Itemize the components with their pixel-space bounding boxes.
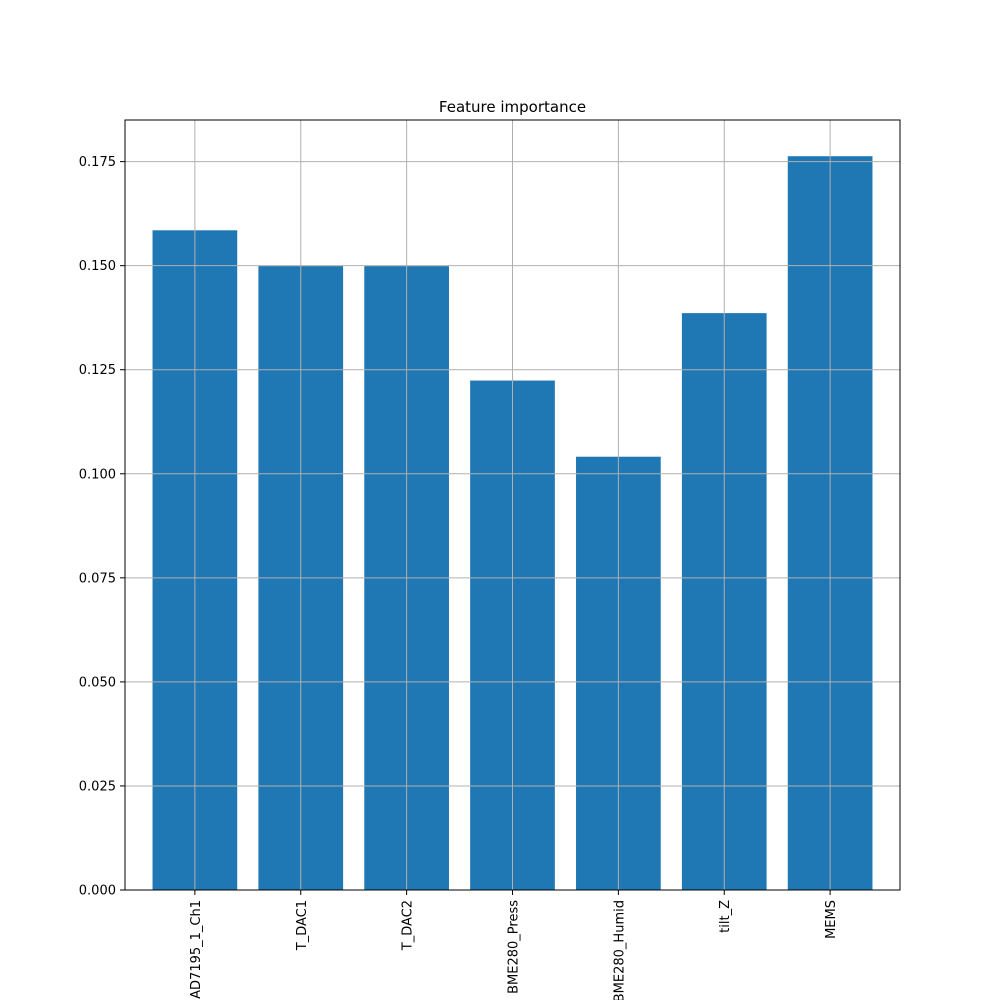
y-tick-label: 0.025 xyxy=(79,779,116,794)
grid-layer xyxy=(125,120,900,891)
x-tick-label: T_DAC2 xyxy=(401,900,416,951)
chart-title: Feature importance xyxy=(439,98,586,116)
y-axis: 0.000 0.025 0.050 0.075 0.100 0.125 0.150 0.175 xyxy=(79,155,125,899)
x-axis: AD7195_1_Ch1 T_DAC1 T_DAC2 BME280_Press BME2… xyxy=(189,890,839,1000)
y-tick-label: 0.175 xyxy=(79,155,116,170)
y-tick-label: 0.075 xyxy=(79,571,116,586)
y-tick-label: 0.125 xyxy=(79,363,116,378)
x-tick-label: tilt_Z xyxy=(718,900,733,933)
y-tick-label: 0.050 xyxy=(79,675,116,690)
x-tick-label: BME280_Humid xyxy=(612,900,627,1000)
y-tick-label: 0.000 xyxy=(79,884,116,899)
x-tick-label: MEMS xyxy=(824,900,839,939)
x-tick-label: T_DAC1 xyxy=(295,900,310,951)
x-tick-label: BME280_Press xyxy=(507,900,522,994)
y-tick-label: 0.100 xyxy=(79,467,116,482)
y-tick-label: 0.150 xyxy=(79,259,116,274)
x-tick-label: AD7195_1_Ch1 xyxy=(189,900,204,999)
